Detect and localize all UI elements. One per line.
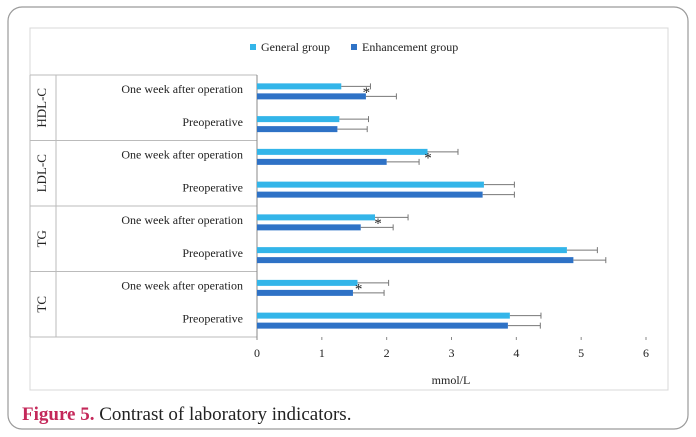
bar [257, 181, 484, 188]
error-bar [365, 93, 397, 100]
legend-label: General group [261, 40, 330, 54]
y-tick-label: Preoperative [182, 311, 243, 325]
y-tick-label: One week after operation [121, 213, 243, 227]
frame [7, 6, 689, 430]
bar [257, 116, 340, 123]
bar [257, 191, 483, 198]
x-tick-label: 3 [449, 346, 455, 360]
legend-swatch [250, 44, 256, 50]
bar [257, 158, 387, 165]
significance-marker: * [424, 150, 432, 166]
y-tick-label: Preoperative [182, 180, 243, 194]
x-axis-label: mmol/L [432, 373, 471, 387]
error-bar [360, 224, 394, 231]
group-label: LDL-C [34, 154, 49, 192]
error-bar [374, 214, 409, 221]
legend-label: Enhancement group [362, 40, 458, 54]
group-label: HDL-C [34, 88, 49, 128]
bar [257, 279, 358, 286]
error-bar [566, 247, 598, 254]
bar [257, 83, 342, 90]
significance-marker: * [363, 85, 371, 101]
significance-marker: * [374, 216, 382, 232]
caption-text: Contrast of laboratory indicators. [99, 404, 352, 425]
bar [257, 126, 338, 133]
x-tick-label: 6 [643, 346, 649, 360]
caption: Figure 5. Contrast of laboratory indicat… [22, 404, 351, 426]
y-tick-label: One week after operation [121, 82, 243, 96]
error-bar [483, 181, 515, 188]
error-bar [482, 191, 515, 198]
group-label: TG [34, 230, 49, 247]
error-bar [386, 158, 420, 165]
error-bar [509, 312, 542, 319]
error-bar [427, 148, 459, 155]
bar [257, 289, 353, 296]
error-bar [352, 289, 385, 296]
significance-marker: * [355, 281, 363, 297]
bar [257, 224, 361, 231]
x-tick-label: 0 [254, 346, 260, 360]
group-label: TC [34, 296, 49, 313]
bar [257, 247, 567, 254]
bar [257, 93, 366, 100]
bar [257, 214, 375, 221]
error-bar [573, 257, 607, 264]
y-tick-label: Preoperative [182, 246, 243, 260]
error-bar [339, 116, 370, 123]
error-bar [507, 322, 541, 329]
x-tick-label: 4 [513, 346, 519, 360]
error-bar [357, 279, 390, 286]
x-tick-label: 1 [319, 346, 325, 360]
bar [257, 257, 574, 264]
y-tick-label: One week after operation [121, 148, 243, 162]
bar [257, 322, 508, 329]
caption-label: Figure 5. [22, 404, 95, 425]
bar [257, 148, 428, 155]
bar [257, 312, 510, 319]
x-tick-label: 2 [384, 346, 390, 360]
x-tick-label: 5 [578, 346, 584, 360]
y-tick-label: One week after operation [121, 279, 243, 293]
error-bar [341, 83, 371, 90]
legend-swatch [350, 44, 357, 50]
y-tick-label: Preoperative [182, 115, 243, 129]
error-bar [337, 126, 368, 133]
